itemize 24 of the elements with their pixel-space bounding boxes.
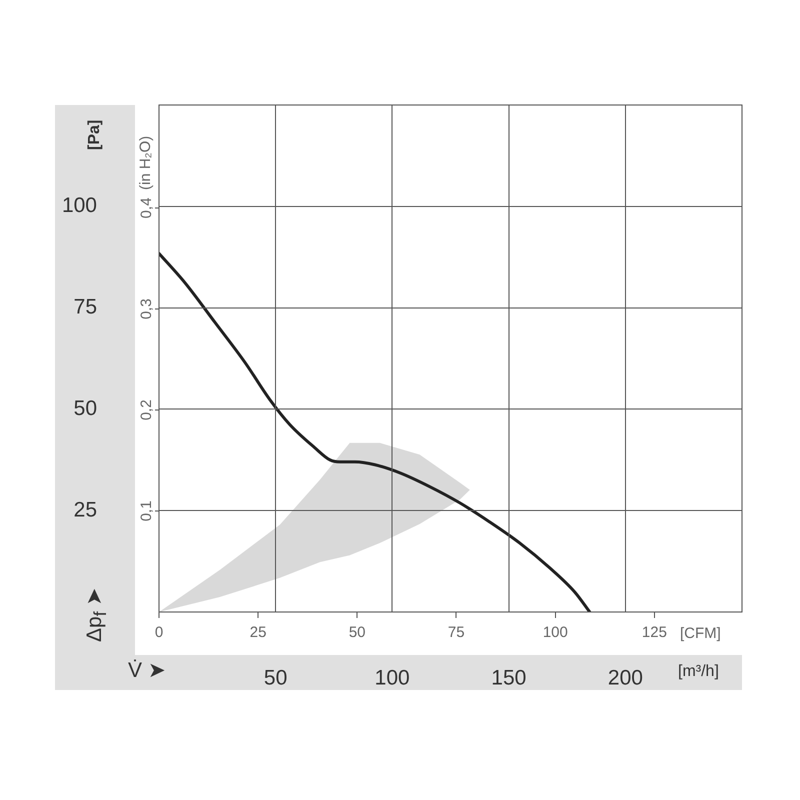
y-tick-label: 100 bbox=[62, 194, 97, 218]
x2-tick-label: 100 bbox=[542, 624, 568, 642]
x-tick-label: 100 bbox=[374, 666, 410, 690]
x-tick-label: 200 bbox=[608, 666, 643, 690]
y2-tick-label: 0,3 bbox=[138, 298, 156, 320]
y-axis-title: [Pa] bbox=[86, 120, 104, 150]
y2-axis-title: (in H₂O) bbox=[137, 136, 154, 190]
text: V̇ ➤ bbox=[128, 658, 166, 683]
x2-tick-label: 0 bbox=[154, 624, 164, 642]
y-tick-label: 50 bbox=[74, 396, 97, 420]
x2-tick-label: 25 bbox=[250, 624, 266, 642]
x-tick-label: 150 bbox=[491, 666, 526, 690]
x2-tick-label: 125 bbox=[642, 624, 667, 642]
x-tick-label: 50 bbox=[264, 666, 288, 690]
x2-tick-label: 50 bbox=[348, 624, 366, 642]
line-series bbox=[159, 252, 592, 612]
y2-tick-label: 0,4 bbox=[138, 198, 156, 218]
x2-tick-label: 75 bbox=[448, 624, 465, 642]
y-tick-label: 25 bbox=[74, 498, 97, 522]
y-tick-label: 75 bbox=[74, 296, 97, 319]
x-axis-title: [m³/h] bbox=[678, 663, 719, 681]
y2-tick-label: 0,2 bbox=[138, 400, 156, 420]
x2-axis-title: [CFM] bbox=[680, 625, 721, 642]
y2-tick-label: 0,1 bbox=[138, 500, 156, 522]
